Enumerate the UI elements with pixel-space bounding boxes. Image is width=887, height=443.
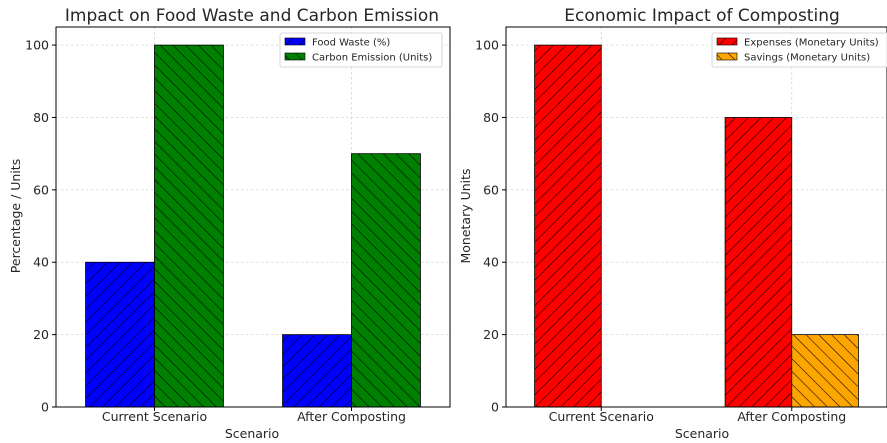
- y-tick-label: 100: [475, 38, 499, 53]
- bar: [724, 117, 793, 408]
- y-tick-label: 20: [483, 327, 499, 342]
- y-tick-label: 20: [33, 327, 49, 342]
- bar: [154, 44, 224, 408]
- legend: Expenses (Monetary Units) Savings (Moneta…: [711, 32, 887, 68]
- bar: [282, 334, 352, 408]
- bar-hatch: [791, 334, 859, 408]
- x-tick-label: After Composting: [297, 409, 406, 424]
- legend-label: Carbon Emission (Units): [312, 53, 432, 64]
- legend-entry: Expenses (Monetary Units): [716, 37, 879, 49]
- legend-label: Food Waste (%): [312, 38, 390, 49]
- bar-hatch: [534, 44, 602, 408]
- y-tick-label: 100: [25, 38, 49, 53]
- legend-label: Savings (Monetary Units): [744, 53, 870, 64]
- y-tick-label: 40: [33, 255, 49, 270]
- bar-hatch: [85, 261, 155, 408]
- chart-title: Impact on Food Waste and Carbon Emission: [65, 6, 439, 26]
- axes: 0 20 40 60 80 100 Current Scenario After Compos…: [25, 26, 451, 424]
- y-tick-label: 60: [33, 182, 49, 197]
- y-axis-label: Percentage / Units: [8, 159, 23, 273]
- bar-hatch: [154, 44, 224, 408]
- legend-frame: [279, 32, 443, 68]
- x-axis-label: Scenario: [675, 426, 729, 441]
- legend-frame: [711, 32, 887, 68]
- legend-swatch-hatch: [716, 37, 738, 46]
- legend-entry: Carbon Emission (Units): [284, 52, 432, 64]
- bar-hatch: [282, 334, 352, 408]
- bars: [534, 44, 859, 408]
- chart-title: Economic Impact of Composting: [564, 6, 840, 26]
- x-axis-label: Scenario: [225, 426, 279, 441]
- x-tick-label: After Composting: [737, 409, 846, 424]
- x-tick-label: Current Scenario: [102, 409, 207, 424]
- bars: [85, 44, 421, 408]
- legend-entry: Savings (Monetary Units): [716, 52, 870, 64]
- chart-economic-impact: Economic Impact of Composting 0 20 40 60 80 1…: [458, 6, 887, 441]
- axes: 0 20 40 60 80 100 Current Scenario After Compos…: [475, 26, 887, 424]
- y-tick-label: 40: [483, 255, 499, 270]
- plot-frame: [505, 26, 887, 408]
- y-tick-label: 60: [483, 182, 499, 197]
- legend-swatch-hatch: [284, 52, 306, 61]
- bar: [351, 153, 421, 408]
- bar: [534, 44, 602, 408]
- bar: [85, 261, 155, 408]
- plot-frame: [55, 26, 451, 408]
- chart-food-waste-carbon: Impact on Food Waste and Carbon Emission…: [8, 6, 451, 441]
- x-tick-label: Current Scenario: [549, 409, 654, 424]
- legend-swatch-hatch: [716, 52, 738, 61]
- y-axis-label: Monetary Units: [458, 168, 473, 263]
- legend-label: Expenses (Monetary Units): [744, 38, 879, 49]
- bar-hatch: [351, 153, 421, 408]
- legend-swatch-hatch: [284, 37, 306, 46]
- legend-entry: Food Waste (%): [284, 37, 390, 49]
- legend: Food Waste (%) Carbon Emission (Units): [279, 32, 443, 68]
- y-tick-label: 80: [33, 110, 49, 125]
- bar: [791, 334, 859, 408]
- bar-hatch: [724, 117, 793, 408]
- y-tick-label: 0: [41, 400, 49, 415]
- y-tick-label: 0: [491, 400, 499, 415]
- y-tick-label: 80: [483, 110, 499, 125]
